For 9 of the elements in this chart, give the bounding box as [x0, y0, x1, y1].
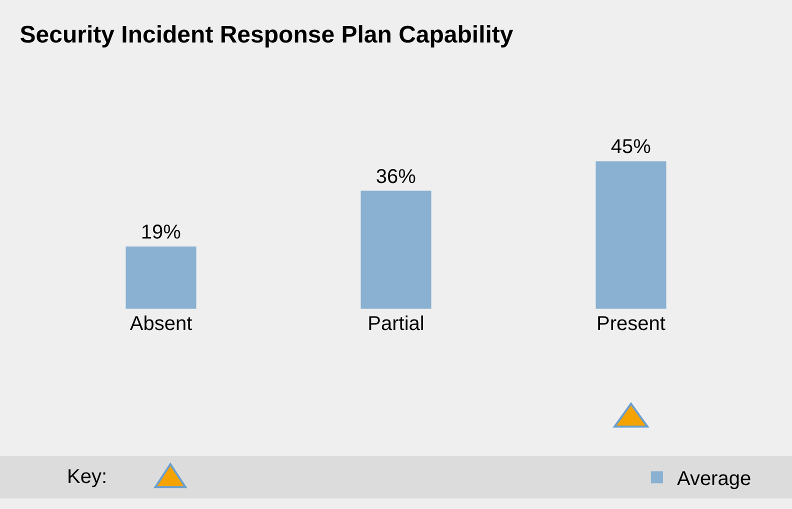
x-tick-label: Absent: [130, 312, 193, 335]
x-tick-label: Partial: [368, 312, 424, 335]
legend-label: Average: [676, 468, 752, 490]
x-tick-label: Present: [596, 312, 666, 335]
data-label: 45%: [610, 136, 652, 158]
chart-title: Security Incident Response Plan Capability: [20, 21, 514, 48]
data-label: 36%: [376, 166, 416, 188]
text: Key:: [67, 466, 108, 488]
data-label: 19%: [140, 222, 182, 244]
